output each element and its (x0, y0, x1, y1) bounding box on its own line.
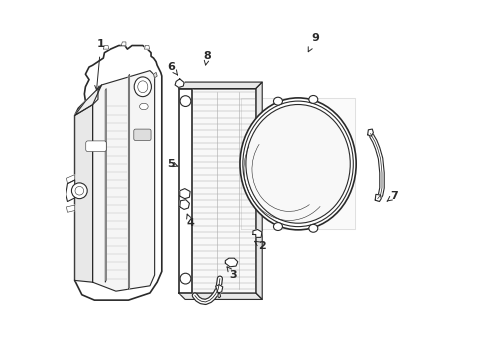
Polygon shape (179, 293, 262, 300)
Polygon shape (192, 89, 256, 293)
Polygon shape (153, 72, 157, 78)
Polygon shape (66, 180, 74, 202)
FancyBboxPatch shape (134, 129, 151, 140)
Polygon shape (179, 89, 192, 293)
Ellipse shape (134, 77, 151, 96)
Ellipse shape (243, 101, 353, 226)
Circle shape (72, 183, 87, 199)
Ellipse shape (240, 98, 356, 230)
Polygon shape (74, 105, 93, 282)
Text: 3: 3 (227, 267, 237, 280)
Ellipse shape (309, 224, 318, 232)
Polygon shape (180, 189, 190, 199)
Text: 9: 9 (308, 33, 319, 52)
Polygon shape (375, 194, 381, 202)
Text: 4: 4 (187, 214, 195, 228)
Polygon shape (256, 82, 262, 300)
Text: 7: 7 (387, 191, 398, 201)
Polygon shape (67, 205, 74, 212)
Circle shape (180, 273, 191, 284)
Text: 1: 1 (95, 39, 105, 90)
Polygon shape (105, 89, 106, 282)
Ellipse shape (273, 222, 282, 230)
Text: 8: 8 (203, 51, 211, 65)
Ellipse shape (138, 81, 148, 93)
Text: 2: 2 (255, 241, 266, 251)
Polygon shape (180, 200, 190, 210)
Polygon shape (218, 293, 220, 298)
Polygon shape (216, 285, 223, 293)
Text: 5: 5 (168, 159, 178, 169)
Polygon shape (241, 98, 355, 229)
Ellipse shape (309, 95, 318, 103)
Circle shape (180, 96, 191, 107)
Polygon shape (93, 71, 155, 291)
Polygon shape (74, 85, 101, 116)
Polygon shape (74, 45, 162, 300)
Polygon shape (128, 74, 129, 289)
Polygon shape (103, 45, 109, 49)
Circle shape (75, 186, 84, 195)
Polygon shape (175, 79, 184, 87)
Text: 6: 6 (168, 62, 177, 75)
Polygon shape (122, 42, 126, 45)
FancyBboxPatch shape (86, 141, 106, 152)
Ellipse shape (140, 103, 148, 110)
Polygon shape (368, 129, 373, 136)
Polygon shape (225, 258, 238, 267)
Ellipse shape (273, 97, 282, 105)
Polygon shape (145, 45, 149, 49)
Polygon shape (67, 175, 74, 184)
Polygon shape (253, 229, 262, 237)
Polygon shape (179, 82, 262, 89)
Ellipse shape (246, 104, 350, 223)
